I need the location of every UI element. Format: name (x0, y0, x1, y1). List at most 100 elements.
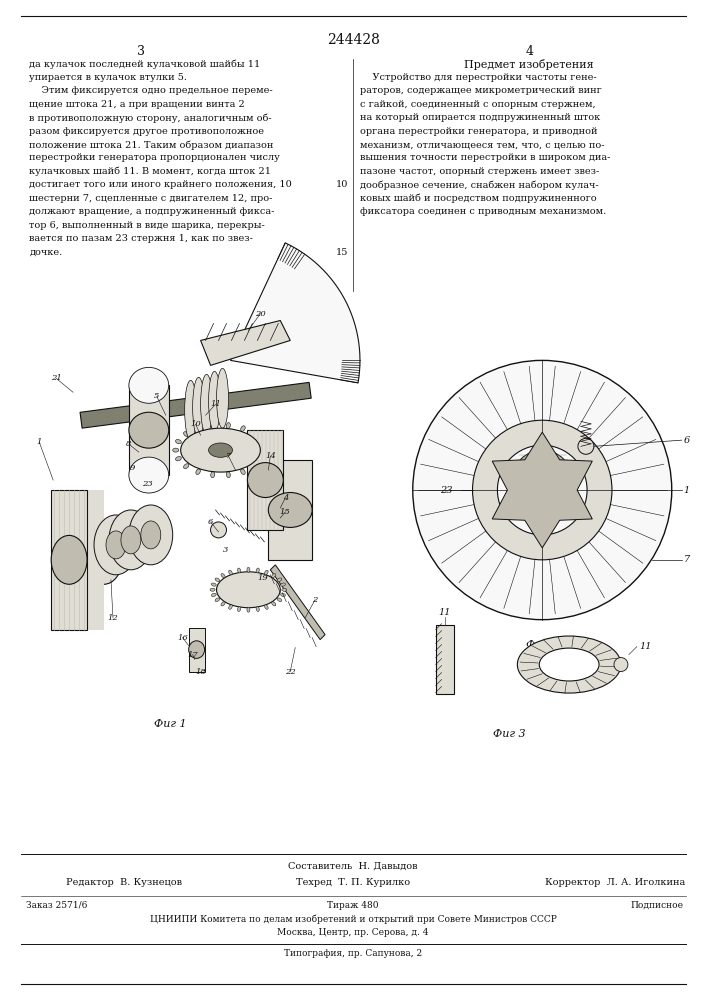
Polygon shape (270, 565, 325, 640)
Text: фиксатора соединен с приводным механизмом.: фиксатора соединен с приводным механизмо… (360, 207, 606, 216)
Text: Фиг 3: Фиг 3 (493, 729, 526, 739)
Text: Техред  Т. П. Курилко: Техред Т. П. Курилко (296, 878, 410, 887)
Ellipse shape (211, 593, 216, 596)
Text: 4: 4 (525, 45, 533, 58)
Ellipse shape (472, 420, 612, 560)
Text: 19: 19 (257, 574, 268, 582)
Text: 6: 6 (208, 518, 214, 526)
Ellipse shape (211, 472, 215, 478)
Text: 17: 17 (187, 651, 198, 659)
Text: Тираж 480: Тираж 480 (327, 901, 379, 910)
Text: 3: 3 (223, 546, 228, 554)
Text: должают вращение, а подпружиненный фикса-: должают вращение, а подпружиненный фикса… (29, 207, 274, 216)
Text: 20: 20 (255, 310, 266, 318)
Ellipse shape (252, 464, 257, 469)
Text: Этим фиксируется одно предельное переме-: Этим фиксируется одно предельное переме- (29, 86, 273, 95)
Ellipse shape (210, 588, 215, 591)
Ellipse shape (271, 602, 276, 606)
Ellipse shape (181, 428, 260, 472)
Ellipse shape (240, 469, 245, 475)
Text: разом фиксируется другое противоположное: разом фиксируется другое противоположное (29, 127, 264, 136)
Ellipse shape (247, 463, 284, 498)
Bar (69, 490, 104, 630)
Text: Фиг 1: Фиг 1 (154, 719, 187, 729)
Text: Москва, Центр, пр. Серова, д. 4: Москва, Центр, пр. Серова, д. 4 (277, 928, 428, 937)
Text: на который опирается подпружиненный шток: на который опирается подпружиненный шток (360, 113, 600, 122)
Text: 22: 22 (285, 668, 296, 676)
Ellipse shape (185, 380, 197, 440)
Text: 4: 4 (283, 494, 288, 502)
Text: 21: 21 (51, 374, 62, 382)
Circle shape (211, 522, 226, 538)
Text: Заказ 2571/6: Заказ 2571/6 (26, 901, 88, 910)
Text: 18: 18 (195, 668, 206, 676)
Ellipse shape (94, 515, 138, 575)
Text: ЦНИИПИ Комитета по делам изобретений и открытий при Совете Министров СССР: ЦНИИПИ Комитета по делам изобретений и о… (150, 915, 556, 924)
Bar (189, 628, 204, 672)
Polygon shape (230, 243, 360, 383)
Text: дообразное сечение, снабжен набором кулач-: дообразное сечение, снабжен набором кула… (360, 180, 599, 190)
Text: 11: 11 (639, 642, 651, 651)
Text: с гайкой, соединенный с опорным стержнем,: с гайкой, соединенный с опорным стержнем… (360, 100, 595, 109)
Text: 15: 15 (280, 508, 291, 516)
Bar (51, 490, 87, 630)
Ellipse shape (129, 367, 169, 403)
Text: упирается в кулачок втулки 5.: упирается в кулачок втулки 5. (29, 73, 187, 82)
Ellipse shape (256, 607, 259, 611)
Ellipse shape (184, 464, 189, 469)
Ellipse shape (226, 472, 230, 478)
Ellipse shape (513, 450, 572, 510)
Ellipse shape (175, 457, 181, 461)
Ellipse shape (51, 535, 87, 584)
Ellipse shape (215, 578, 220, 582)
Text: дочке.: дочке. (29, 248, 62, 257)
Text: вышения точности перестройки в широком диа-: вышения точности перестройки в широком д… (360, 153, 610, 162)
Ellipse shape (498, 445, 587, 535)
Ellipse shape (196, 426, 200, 431)
Ellipse shape (221, 574, 225, 578)
Ellipse shape (247, 607, 250, 612)
Text: Подписное: Подписное (631, 901, 684, 910)
Bar (269, 460, 312, 560)
Ellipse shape (129, 457, 169, 493)
Ellipse shape (271, 574, 276, 578)
Ellipse shape (240, 426, 245, 431)
Ellipse shape (209, 443, 233, 457)
Text: Предмет изобретения: Предмет изобретения (464, 59, 594, 70)
Bar (436, 625, 454, 694)
Ellipse shape (209, 371, 221, 431)
Text: раторов, содержащее микрометрический винг: раторов, содержащее микрометрический вин… (360, 86, 602, 95)
Text: да кулачок последней кулачковой шайбы 11: да кулачок последней кулачковой шайбы 11 (29, 59, 260, 69)
Text: 12: 12 (107, 614, 118, 622)
Text: 7: 7 (226, 452, 231, 460)
Text: Составитель  Н. Давыдов: Составитель Н. Давыдов (288, 862, 418, 871)
Ellipse shape (264, 605, 268, 609)
Ellipse shape (264, 570, 268, 575)
Ellipse shape (189, 641, 204, 658)
Ellipse shape (141, 521, 160, 549)
Text: 23: 23 (142, 480, 153, 488)
Ellipse shape (413, 360, 672, 620)
Polygon shape (492, 432, 592, 548)
Ellipse shape (256, 568, 259, 573)
Ellipse shape (228, 570, 233, 575)
Ellipse shape (109, 510, 153, 570)
Ellipse shape (281, 593, 286, 596)
Text: 14: 14 (265, 452, 276, 460)
Text: 7: 7 (684, 555, 690, 564)
Polygon shape (201, 320, 291, 365)
Text: 3: 3 (137, 45, 145, 58)
Ellipse shape (277, 598, 282, 602)
Ellipse shape (216, 368, 228, 428)
Ellipse shape (86, 535, 122, 584)
Text: 11: 11 (210, 400, 221, 408)
Text: щение штока 21, а при вращении винта 2: щение штока 21, а при вращении винта 2 (29, 100, 245, 109)
Ellipse shape (173, 448, 179, 452)
Text: 15: 15 (336, 248, 348, 257)
Ellipse shape (518, 636, 621, 693)
Bar (247, 430, 284, 530)
Ellipse shape (201, 374, 213, 434)
Ellipse shape (215, 598, 220, 602)
Ellipse shape (252, 432, 257, 437)
Text: органа перестройки генератора, и приводной: органа перестройки генератора, и приводн… (360, 127, 597, 136)
